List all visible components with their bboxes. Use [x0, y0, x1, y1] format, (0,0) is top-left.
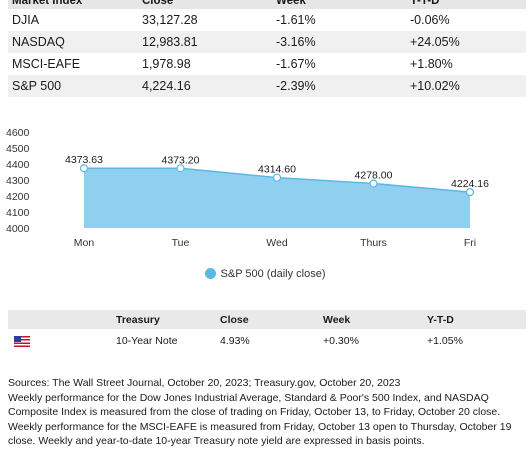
- header-market-index: Market Index: [8, 0, 138, 9]
- table-row: DJIA 33,127.28 -1.61% -0.06%: [8, 9, 526, 31]
- market-table-header-row: Market Index Close Week Y-T-D: [8, 0, 526, 9]
- y-tick-label: 4500: [6, 143, 30, 155]
- header-week: Week: [272, 0, 406, 9]
- data-point: [176, 164, 185, 173]
- legend-swatch-icon: [204, 268, 216, 279]
- header-close: Close: [138, 0, 272, 9]
- data-point: [79, 164, 89, 173]
- data-point: [465, 188, 475, 197]
- index-week: -1.67%: [276, 57, 316, 71]
- data-label: 4373.20: [162, 154, 200, 166]
- treasury-name: 10-Year Note: [116, 335, 178, 347]
- index-name: S&P 500: [8, 75, 138, 97]
- data-label: 4373.63: [65, 154, 103, 166]
- x-tick-label: Fri: [464, 237, 476, 249]
- series-area: [84, 168, 470, 228]
- data-label: 4278.00: [355, 170, 393, 182]
- index-ytd: +1.80%: [410, 57, 453, 71]
- index-ytd: +24.05%: [406, 31, 526, 53]
- y-tick-label: 4000: [6, 223, 30, 235]
- index-ytd: +10.02%: [406, 75, 526, 97]
- treasury-close: 4.93%: [220, 335, 250, 347]
- index-ytd: -0.06%: [410, 13, 450, 27]
- header-ytd: Y-T-D: [423, 310, 526, 329]
- x-tick-label: Thurs: [360, 237, 387, 249]
- data-label: 4314.60: [258, 164, 296, 176]
- header-flag: [8, 310, 112, 329]
- y-tick-label: 4200: [6, 191, 30, 203]
- methodology-note: Weekly performance for the Dow Jones Ind…: [8, 391, 512, 448]
- y-tick-label: 4600: [6, 127, 30, 139]
- index-close: 33,127.28: [142, 13, 198, 27]
- index-close: 4,224.16: [138, 75, 272, 97]
- y-tick-label: 4100: [6, 207, 30, 219]
- y-tick-label: 4400: [6, 159, 30, 171]
- sp500-area-chart: 4000 4100 4200 4300 4400 4500 4600 4373.63 4373.…: [6, 127, 489, 249]
- legend-label: S&P 500 (daily close): [220, 268, 326, 280]
- header-treasury: Treasury: [112, 310, 216, 329]
- x-tick-label: Wed: [266, 237, 288, 249]
- treasury-ytd: +1.05%: [427, 335, 463, 347]
- x-tick-label: Mon: [74, 237, 95, 249]
- treasury-header-row: Treasury Close Week Y-T-D: [8, 310, 526, 329]
- y-tick-label: 4300: [6, 175, 30, 187]
- chart-legend: S&P 500 (daily close): [0, 268, 530, 280]
- data-label: 4224.16: [451, 178, 489, 190]
- sources-line: Sources: The Wall Street Journal, Octobe…: [8, 377, 401, 389]
- index-week: -2.39%: [272, 75, 406, 97]
- index-week: -1.61%: [276, 13, 316, 27]
- index-name: NASDAQ: [8, 31, 138, 53]
- index-name: MSCI-EAFE: [12, 57, 81, 71]
- table-row: NASDAQ 12,983.81 -3.16% +24.05%: [8, 31, 526, 53]
- data-point: [369, 179, 378, 188]
- table-row: MSCI-EAFE 1,978.98 -1.67% +1.80%: [8, 53, 526, 75]
- table-row: S&P 500 4,224.16 -2.39% +10.02%: [8, 75, 526, 97]
- treasury-table: Treasury Close Week Y-T-D 10-Year Note 4…: [8, 310, 526, 353]
- us-flag-icon: [14, 335, 30, 347]
- header-week: Week: [319, 310, 423, 329]
- flag-cell: [8, 329, 112, 353]
- header-ytd: Y-T-D: [406, 0, 526, 9]
- data-point: [272, 173, 282, 182]
- index-week: -3.16%: [272, 31, 406, 53]
- x-tick-label: Tue: [172, 237, 190, 249]
- table-row: 10-Year Note 4.93% +0.30% +1.05%: [8, 329, 526, 353]
- index-close: 1,978.98: [142, 57, 191, 71]
- header-close: Close: [216, 310, 319, 329]
- market-index-table: Market Index Close Week Y-T-D DJIA 33,12…: [8, 0, 526, 97]
- index-close: 12,983.81: [138, 31, 272, 53]
- sources-note: Sources: The Wall Street Journal, Octobe…: [8, 376, 526, 449]
- index-name: DJIA: [12, 13, 40, 27]
- treasury-week: +0.30%: [323, 335, 359, 347]
